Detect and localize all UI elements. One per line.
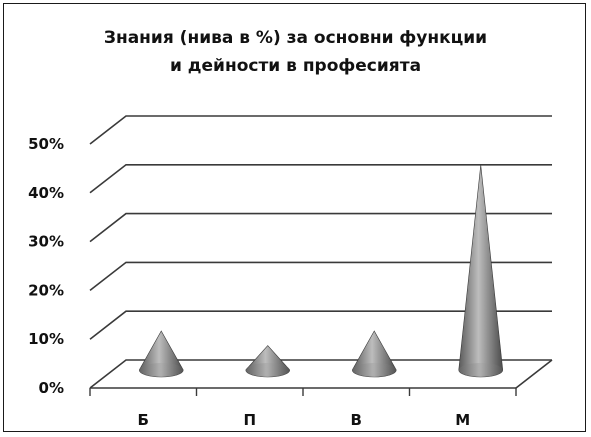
cones <box>138 165 504 378</box>
cone-base <box>458 363 503 377</box>
cone-Б <box>138 330 184 378</box>
y-tick-label: 20% <box>28 281 64 299</box>
cone-base <box>352 363 397 377</box>
cone-body <box>458 165 504 378</box>
y-tick-label: 10% <box>28 330 64 348</box>
chart-title-line-1: Знания (нива в %) за основни функции <box>103 28 488 48</box>
y-tick-label: 50% <box>28 135 64 153</box>
y-tick-label: 0% <box>39 379 64 397</box>
x-tick-label: Б <box>138 411 149 429</box>
chart-title: Знания (нива в %) за основни функции и д… <box>0 24 591 80</box>
gridline-5 <box>89 115 552 145</box>
chart-title-line-2: и дейности в професията <box>169 56 422 76</box>
cone-М <box>458 165 504 378</box>
cone-base <box>245 363 290 377</box>
gridline-4 <box>89 164 552 194</box>
gridline-2 <box>89 261 552 292</box>
x-tick-label: М <box>455 411 470 429</box>
cone-В <box>351 330 397 378</box>
gridline-1 <box>89 310 552 340</box>
x-tick-label: В <box>351 411 362 429</box>
gridline-3 <box>89 212 552 243</box>
floor-right-edge <box>515 359 553 389</box>
labels: 0% 10% 20% 30% 40% 50% Б П В М <box>28 135 470 429</box>
y-tick-label: 30% <box>28 233 64 251</box>
gridline-0 <box>89 359 552 389</box>
cone-П <box>245 345 291 378</box>
y-tick-label: 40% <box>28 184 64 202</box>
grid <box>89 115 552 389</box>
cone-base <box>139 363 184 377</box>
x-tick-label: П <box>243 411 256 429</box>
axes <box>89 359 553 396</box>
